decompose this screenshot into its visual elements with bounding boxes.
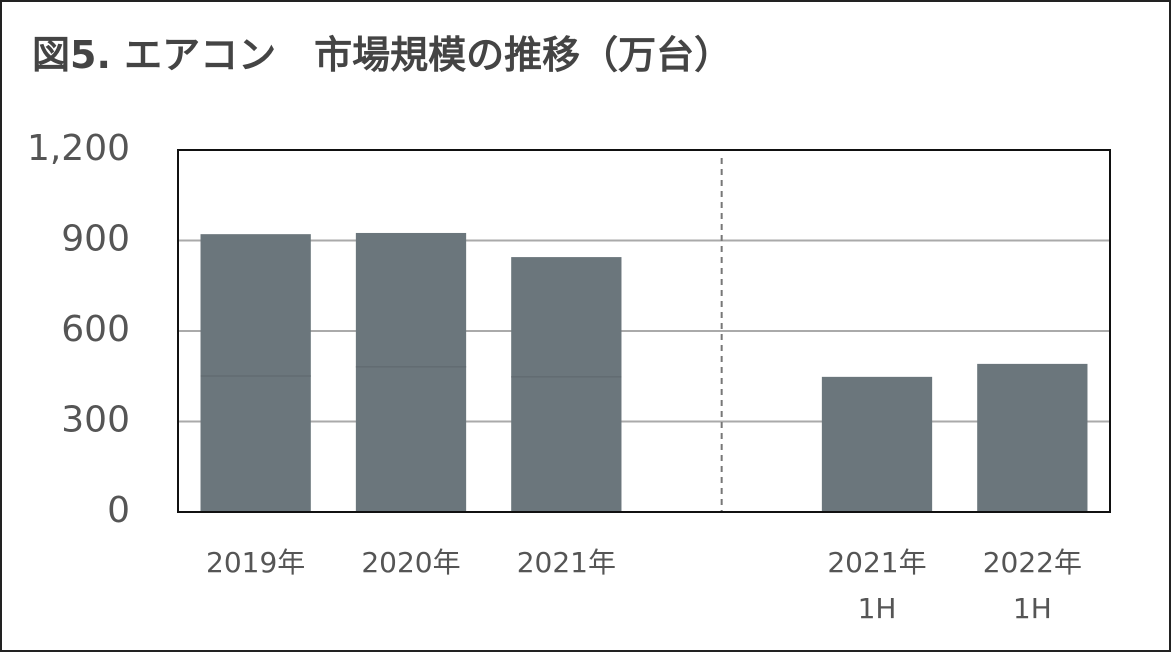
bar-segment: [200, 375, 311, 512]
plot-frame: [177, 149, 1111, 513]
x-tick-label: 2021年: [516, 546, 616, 579]
bar-segment: [355, 232, 467, 367]
bar-segment: [200, 234, 311, 376]
bar-segment: [355, 366, 467, 512]
x-tick-label: 2020年: [361, 546, 461, 579]
bar-segment: [821, 376, 933, 512]
y-tick-label: 600: [61, 309, 130, 350]
bar-segment: [977, 363, 1088, 512]
chart-title: 図5. エアコン 市場規模の推移（万台）: [32, 33, 733, 77]
x-tick-label: 2019年: [206, 546, 306, 579]
bar-segment: [511, 376, 622, 512]
x-tick-label: 2021年 1H: [827, 546, 927, 625]
y-tick-label: 300: [61, 400, 130, 441]
x-tick-label: 2022年 1H: [982, 546, 1082, 625]
y-tick-label: 900: [61, 219, 130, 260]
y-tick-label: 0: [107, 490, 130, 531]
y-tick-label: 1,200: [27, 128, 130, 169]
bar-segment: [511, 257, 622, 377]
